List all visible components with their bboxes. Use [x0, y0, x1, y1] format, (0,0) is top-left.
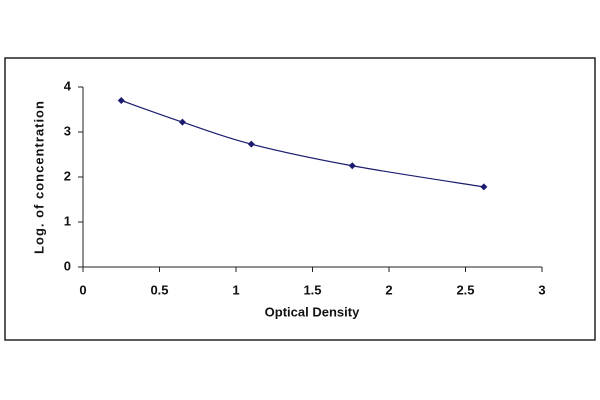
data-point: [178, 118, 186, 126]
y-tick-label: 0: [64, 258, 71, 273]
x-tick-label: 0: [79, 282, 86, 297]
data-point: [480, 183, 488, 191]
y-tick-label: 2: [64, 168, 71, 183]
fit-line: [121, 99, 484, 188]
x-tick-label: 1: [232, 282, 239, 297]
x-tick-label: 2: [385, 282, 392, 297]
data-point: [117, 97, 125, 104]
x-tick-label: 2.5: [456, 282, 474, 297]
y-tick-label: 1: [64, 213, 71, 228]
x-axis-label: Optical Density: [265, 304, 360, 319]
data-point: [247, 140, 255, 148]
x-tick-label: 1.5: [303, 282, 321, 297]
x-tick-label: 3: [538, 282, 545, 297]
x-tick-label: 0.5: [150, 282, 168, 297]
y-axis-label: Log. of concentration: [31, 100, 46, 254]
data-point: [348, 162, 356, 170]
y-tick-label: 4: [64, 78, 72, 93]
chart-frame: [4, 57, 596, 341]
y-tick-label: 3: [64, 123, 71, 138]
